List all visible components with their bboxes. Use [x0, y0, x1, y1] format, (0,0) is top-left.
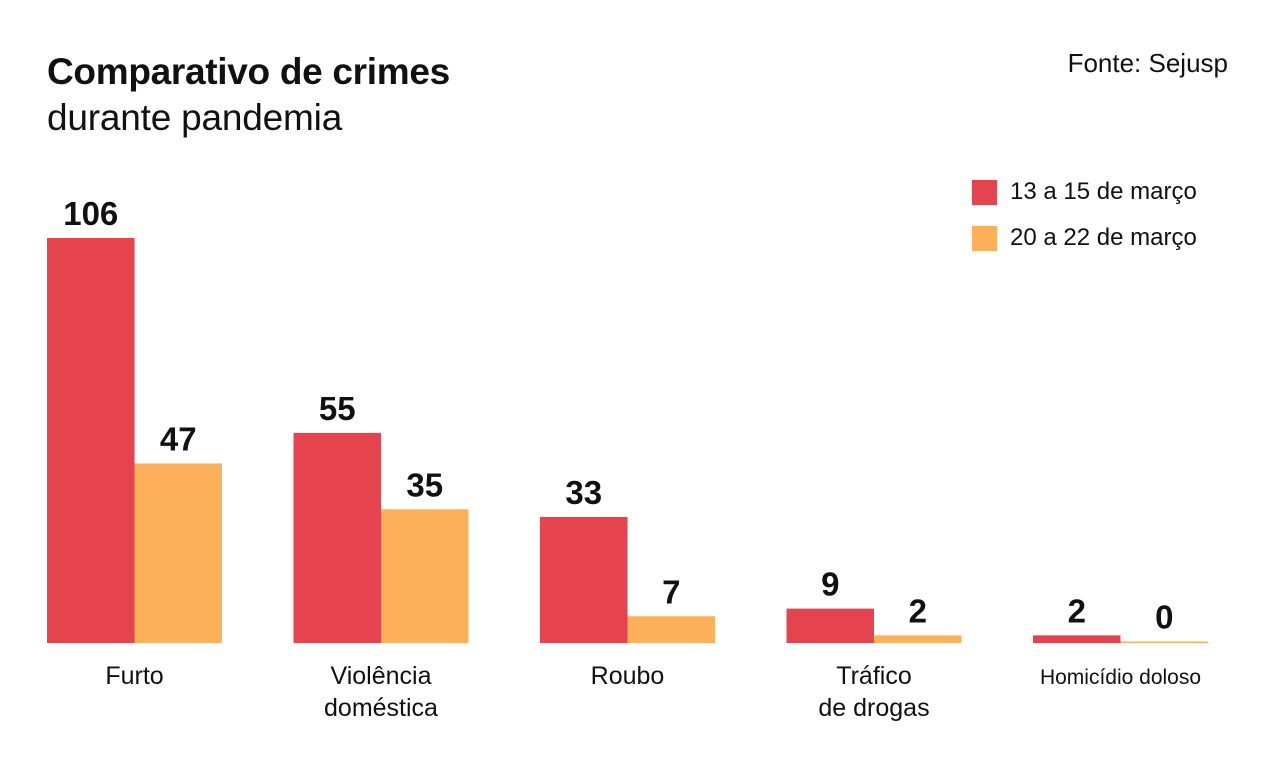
bar-series-1-cat-1 [47, 238, 135, 643]
legend-label-series-1: 13 a 15 de março [1010, 178, 1197, 205]
data-label-series-2-cat-5: 0 [1155, 599, 1173, 636]
data-label-series-1-cat-2: 55 [319, 390, 356, 427]
legend: 13 a 15 de março 20 a 22 de março [972, 177, 1197, 269]
bar-series-2-cat-3 [627, 616, 715, 643]
data-label-series-2-cat-4: 2 [909, 592, 927, 629]
data-label-series-2-cat-2: 35 [406, 466, 443, 503]
source-note: Fonte: Sejusp [1067, 48, 1228, 78]
data-label-series-1-cat-5: 2 [1068, 592, 1086, 629]
data-label-series-1-cat-1: 106 [63, 195, 118, 232]
chart-subtitle: durante pandemia [47, 97, 343, 138]
category-label-4-line-1: Tráfico [836, 662, 911, 690]
category-label-5-line-1: Homicídio doloso [1040, 666, 1201, 689]
category-label-2-line-1: Violência [330, 662, 431, 690]
bar-series-1-cat-2 [293, 432, 381, 643]
category-label-4-line-2: de drogas [818, 694, 929, 722]
category-label-1-line-1: Furto [105, 662, 163, 690]
bar-series-1-cat-5 [1033, 635, 1121, 643]
data-label-series-1-cat-3: 33 [565, 474, 602, 511]
bar-series-1-cat-4 [786, 608, 874, 643]
legend-item-series-2: 20 a 22 de março [972, 223, 1197, 253]
chart-title: Comparativo de crimes [47, 51, 450, 92]
bar-series-2-cat-5 [1120, 641, 1208, 643]
bar-series-1-cat-3 [540, 516, 628, 643]
bar-series-2-cat-4 [874, 635, 962, 643]
legend-item-series-1: 13 a 15 de março [972, 177, 1197, 207]
legend-label-series-2: 20 a 22 de março [1010, 224, 1197, 251]
category-label-2-line-2: doméstica [324, 694, 438, 722]
data-label-series-2-cat-1: 47 [160, 420, 197, 457]
bar-series-2-cat-1 [134, 463, 222, 643]
legend-swatch-series-2 [972, 225, 997, 251]
bar-series-2-cat-2 [381, 509, 469, 643]
data-label-series-2-cat-3: 7 [662, 573, 680, 610]
category-label-3-line-1: Roubo [591, 662, 665, 690]
data-label-series-1-cat-4: 9 [821, 566, 839, 603]
legend-swatch-series-1 [972, 179, 997, 205]
